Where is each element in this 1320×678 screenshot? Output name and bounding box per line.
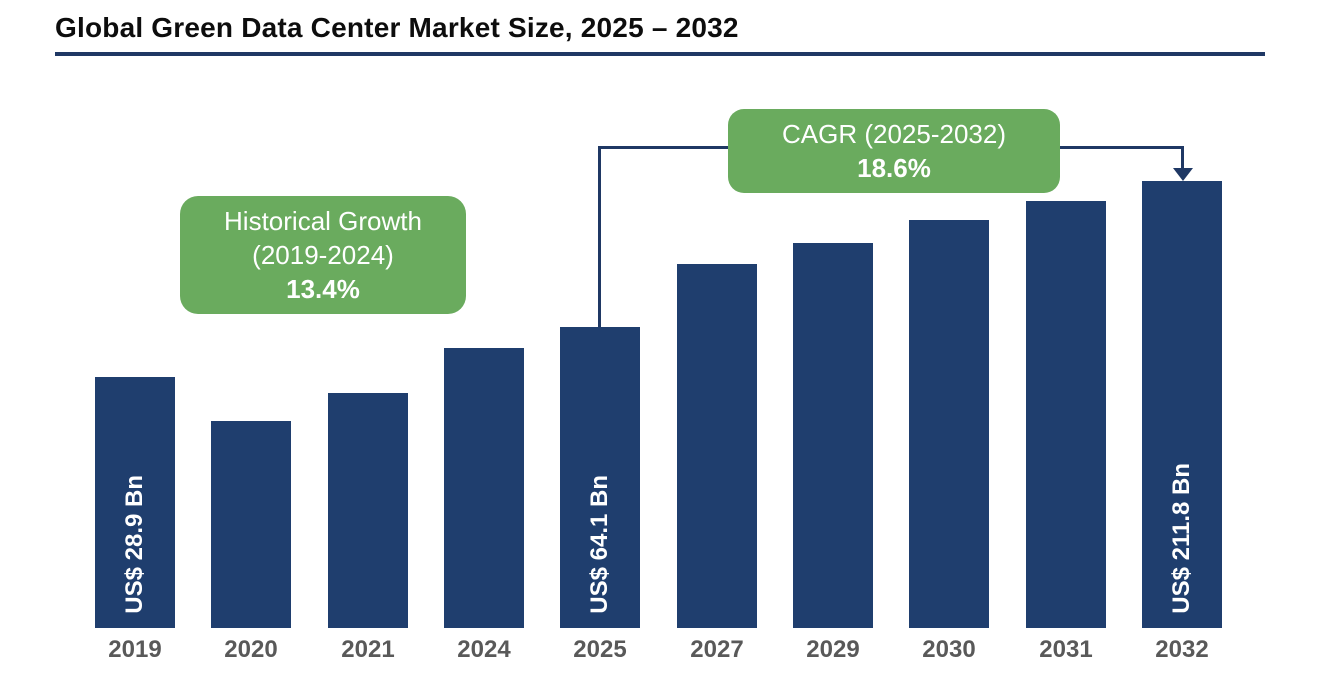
- bar-2021: [328, 393, 408, 628]
- bar-value-label-2019: US$ 28.9 Bn: [121, 475, 148, 614]
- cagr-callout: CAGR (2025-2032) 18.6%: [728, 109, 1060, 193]
- historical-growth-label: Historical Growth: [224, 206, 422, 236]
- page-title: Global Green Data Center Market Size, 20…: [55, 12, 739, 43]
- bar-2019: US$ 28.9 Bn: [95, 377, 175, 628]
- bar-2031: [1026, 201, 1106, 628]
- connector-vertical-line-2025: [598, 146, 601, 327]
- bar-2027: [677, 264, 757, 628]
- x-axis-label-2029: 2029: [806, 636, 860, 663]
- x-axis-label-2032: 2032: [1155, 636, 1209, 663]
- historical-growth-value: 13.4%: [286, 274, 360, 304]
- historical-growth-period: (2019-2024): [252, 240, 394, 270]
- connector-drop-line-2032: [1181, 146, 1184, 170]
- x-axis-label-2025: 2025: [573, 636, 627, 663]
- bar-value-label-2025: US$ 64.1 Bn: [586, 475, 613, 614]
- title-underline: [55, 52, 1265, 56]
- x-axis-label-2021: 2021: [341, 636, 395, 663]
- bar-2029: [793, 243, 873, 628]
- x-axis-label-2031: 2031: [1039, 636, 1093, 663]
- bar-2030: [909, 220, 989, 628]
- bar-2025: US$ 64.1 Bn: [560, 327, 640, 628]
- x-axis-label-2027: 2027: [690, 636, 744, 663]
- x-axis-label-2019: 2019: [108, 636, 162, 663]
- connector-arrowhead-icon: [1173, 168, 1193, 181]
- bar-2024: [444, 348, 524, 628]
- bar-value-label-2032: US$ 211.8 Bn: [1168, 463, 1195, 614]
- x-axis-label-2024: 2024: [457, 636, 511, 663]
- x-axis-label-2020: 2020: [224, 636, 278, 663]
- x-axis-label-2030: 2030: [922, 636, 976, 663]
- cagr-label: CAGR (2025-2032): [782, 119, 1006, 149]
- bar-2032: US$ 211.8 Bn: [1142, 181, 1222, 628]
- bar-2020: [211, 421, 291, 628]
- cagr-value: 18.6%: [857, 153, 931, 183]
- historical-growth-callout: Historical Growth (2019-2024) 13.4%: [180, 196, 466, 314]
